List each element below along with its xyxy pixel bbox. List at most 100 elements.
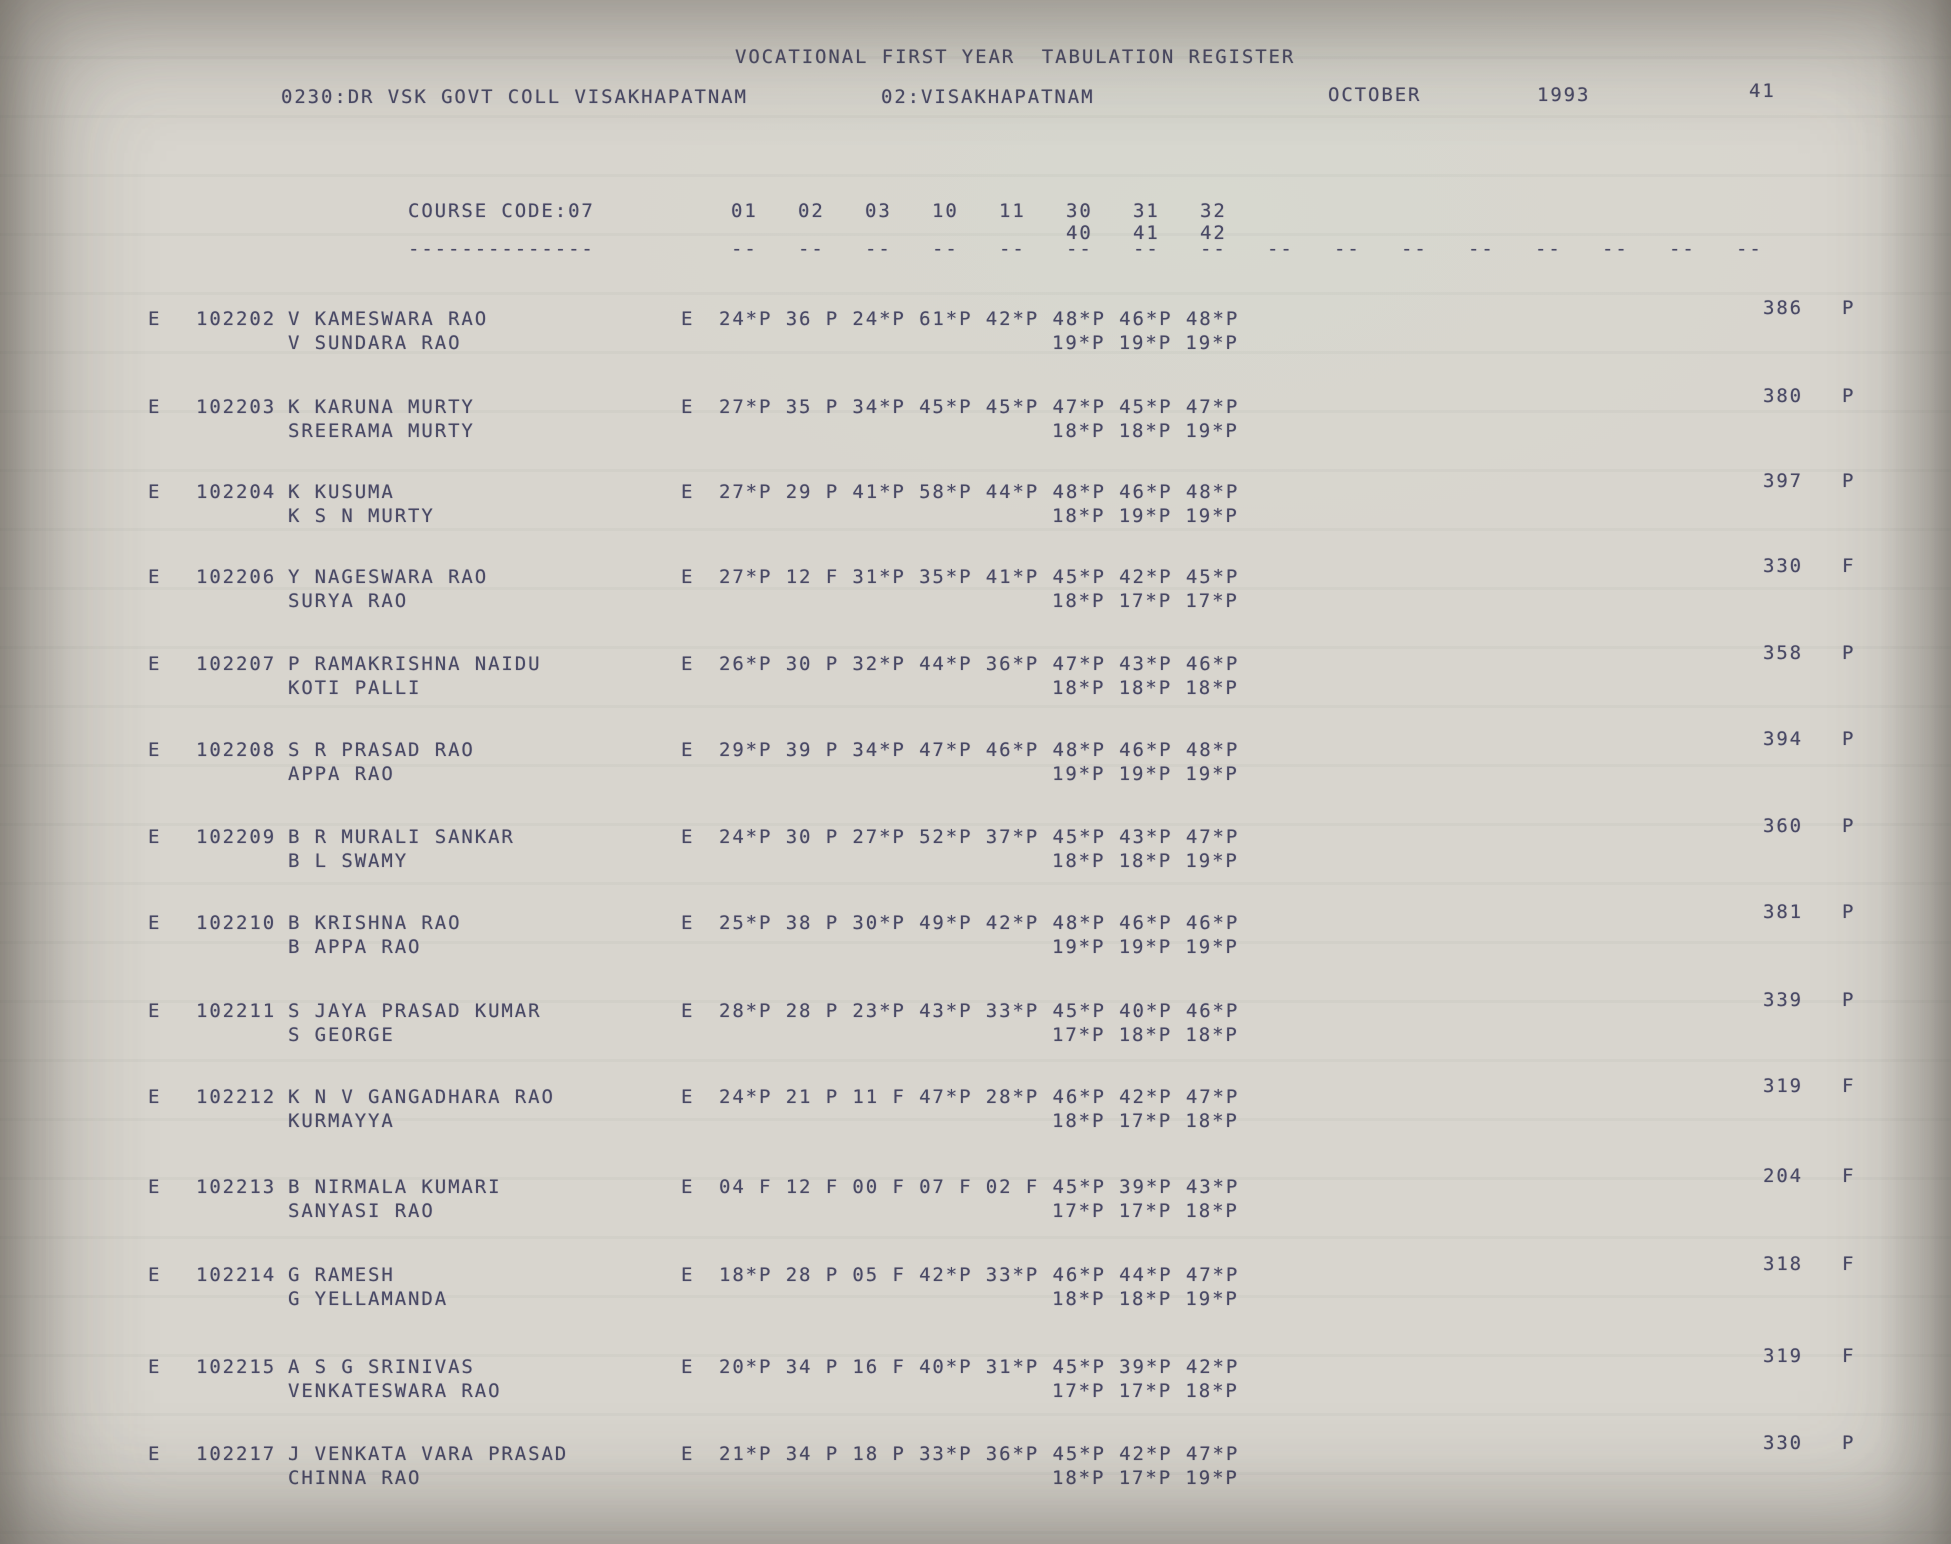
subject-code: 32	[1200, 200, 1227, 222]
father-name: B APPA RAO	[288, 936, 422, 958]
medium-code: E	[148, 739, 162, 761]
total-marks: 394	[1763, 728, 1804, 750]
column-underline: --	[932, 238, 959, 260]
marks-line1: 24*P 30 P 27*P 52*P 37*P 45*P 43*P 47*P	[719, 826, 1240, 848]
page-title: VOCATIONAL FIRST YEAR TABULATION REGISTE…	[735, 46, 1296, 68]
sprocket-hole-left	[16, 84, 41, 107]
column-underline: --	[1468, 238, 1495, 260]
roll-number: 102206	[196, 566, 277, 588]
result-flag: P	[1842, 1432, 1856, 1454]
roll-number: 102213	[196, 1176, 277, 1198]
sprocket-hole-right	[1924, 318, 1949, 341]
marks-line1: 27*P 29 P 41*P 58*P 44*P 48*P 46*P 48*P	[719, 481, 1240, 503]
student-name: K KARUNA MURTY	[288, 396, 475, 418]
column-underline: --	[1535, 238, 1562, 260]
column-underline: --	[1066, 238, 1093, 260]
subject-code-secondary: 42	[1200, 222, 1227, 244]
roll-number: 102214	[196, 1264, 277, 1286]
marks-line2: 17*P 18*P 18*P	[1052, 1024, 1239, 1046]
marks-medium-code: E	[681, 1086, 695, 1108]
medium-code: E	[148, 1000, 162, 1022]
student-name: G RAMESH	[288, 1264, 395, 1286]
student-name: A S G SRINIVAS	[288, 1356, 475, 1378]
total-marks: 358	[1763, 642, 1804, 664]
marks-line2: 17*P 17*P 18*P	[1052, 1380, 1239, 1402]
student-name: B NIRMALA KUMARI	[288, 1176, 502, 1198]
medium-code: E	[148, 1356, 162, 1378]
subject-code: 30	[1066, 200, 1093, 222]
medium-code: E	[148, 1086, 162, 1108]
marks-line2: 18*P 18*P 19*P	[1052, 1288, 1239, 1310]
column-underline: --	[1200, 238, 1227, 260]
course-code-label: COURSE CODE:07	[408, 200, 595, 222]
roll-number: 102202	[196, 308, 277, 330]
marks-medium-code: E	[681, 1264, 695, 1286]
student-name: J VENKATA VARA PRASAD	[288, 1443, 569, 1465]
student-name: K KUSUMA	[288, 481, 395, 503]
sprocket-hole-left	[16, 314, 41, 337]
total-marks: 319	[1763, 1075, 1804, 1097]
table-row: E 102209 B R MURALI SANKAR B L SWAMY E 2…	[0, 815, 1951, 896]
sprocket-hole-right	[1924, 776, 1949, 799]
father-name: APPA RAO	[288, 763, 395, 785]
student-name: K N V GANGADHARA RAO	[288, 1086, 555, 1108]
subject-code: 03	[865, 200, 892, 222]
marks-line1: 27*P 12 F 31*P 35*P 41*P 45*P 42*P 45*P	[719, 566, 1240, 588]
table-row: E 102203 K KARUNA MURTY SREERAMA MURTY E…	[0, 385, 1951, 466]
marks-line2: 17*P 17*P 18*P	[1052, 1200, 1239, 1222]
sprocket-hole-right	[1916, 1540, 1941, 1544]
sprocket-hole-left	[12, 237, 37, 260]
sprocket-hole-left	[12, 696, 37, 719]
result-flag: P	[1842, 642, 1856, 664]
marks-line2: 19*P 19*P 19*P	[1052, 763, 1239, 785]
total-marks: 318	[1763, 1253, 1804, 1275]
marks-medium-code: E	[681, 308, 695, 330]
medium-code: E	[148, 566, 162, 588]
medium-code: E	[148, 396, 162, 418]
father-name: S GEORGE	[288, 1024, 395, 1046]
table-row: E 102211 S JAYA PRASAD KUMAR S GEORGE E …	[0, 989, 1951, 1070]
sprocket-hole-right	[1916, 1311, 1941, 1334]
total-marks: 360	[1763, 815, 1804, 837]
sprocket-hole-right	[1924, 88, 1949, 111]
district-name: 02:VISAKHAPATNAM	[881, 86, 1095, 108]
sprocket-hole-left	[16, 1230, 41, 1253]
student-name: Y NAGESWARA RAO	[288, 566, 489, 588]
sprocket-hole-right	[1920, 929, 1945, 952]
total-marks: 204	[1763, 1165, 1804, 1187]
result-flag: P	[1842, 385, 1856, 407]
total-marks: 339	[1763, 989, 1804, 1011]
column-underline: --	[1736, 238, 1763, 260]
college-name: 0230:DR VSK GOVT COLL VISAKHAPATNAM	[281, 86, 748, 108]
sprocket-hole-left	[20, 1536, 45, 1544]
student-name: P RAMAKRISHNA NAIDU	[288, 653, 542, 675]
sprocket-hole-right	[1920, 241, 1945, 264]
table-row: E 102208 S R PRASAD RAO APPA RAO E 29*P …	[0, 728, 1951, 809]
father-name: KURMAYYA	[288, 1110, 395, 1132]
father-name: SANYASI RAO	[288, 1200, 435, 1222]
exam-month: OCTOBER	[1328, 84, 1422, 106]
medium-code: E	[148, 308, 162, 330]
roll-number: 102203	[196, 396, 277, 418]
result-flag: P	[1842, 901, 1856, 923]
sprocket-hole-left	[20, 390, 45, 413]
marks-line2: 18*P 18*P 19*P	[1052, 420, 1239, 442]
table-row: E 102202 V KAMESWARA RAO V SUNDARA RAO E…	[0, 297, 1951, 378]
course-code-underline: --------------	[408, 238, 595, 260]
marks-line2: 18*P 17*P 19*P	[1052, 1467, 1239, 1489]
marks-medium-code: E	[681, 1356, 695, 1378]
marks-line1: 26*P 30 P 32*P 44*P 36*P 47*P 43*P 46*P	[719, 653, 1240, 675]
result-flag: F	[1842, 1165, 1856, 1187]
sprocket-hole-left	[16, 1460, 41, 1483]
student-name: S R PRASAD RAO	[288, 739, 475, 761]
subject-code: 02	[798, 200, 825, 222]
sprocket-hole-right	[1920, 12, 1945, 35]
result-flag: F	[1842, 555, 1856, 577]
marks-line2: 18*P 17*P 17*P	[1052, 590, 1239, 612]
medium-code: E	[148, 481, 162, 503]
sprocket-hole-left	[20, 619, 45, 642]
marks-medium-code: E	[681, 481, 695, 503]
exam-year: 1993	[1537, 84, 1591, 106]
subject-code-secondary: 41	[1133, 222, 1160, 244]
marks-line1: 20*P 34 P 16 F 40*P 31*P 45*P 39*P 42*P	[719, 1356, 1240, 1378]
